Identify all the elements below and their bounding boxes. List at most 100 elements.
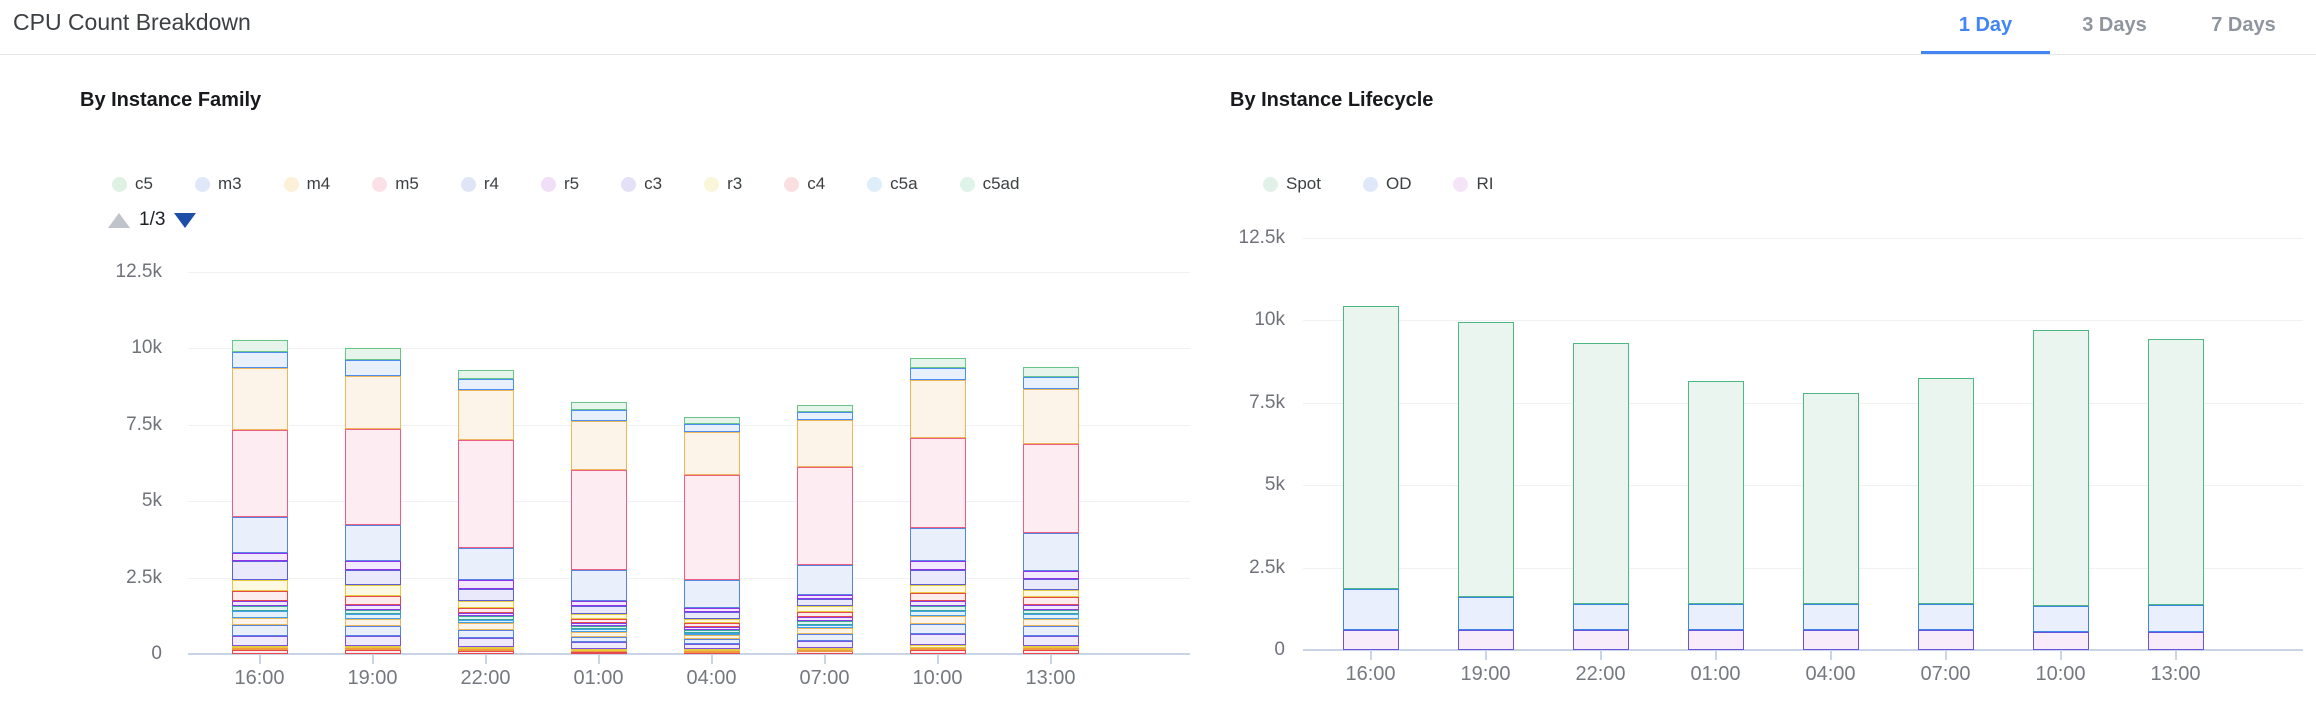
bar-segment-seg-10[interactable] (796, 612, 853, 618)
bar-segment-seg-08[interactable] (344, 609, 401, 615)
bar-segment-seg-15[interactable] (909, 438, 966, 529)
bar-segment-seg-01[interactable] (909, 650, 966, 654)
bar-segment-OD[interactable] (1457, 597, 1514, 631)
bar-segment-seg-13[interactable] (796, 594, 853, 600)
legend-item-c5[interactable]: c5 (112, 174, 153, 194)
bar-segment-seg-12[interactable] (457, 588, 514, 602)
bar-segment-seg-17[interactable] (231, 352, 288, 368)
bar-segment-RI[interactable] (1802, 630, 1859, 650)
bar-segment-seg-04[interactable] (796, 640, 853, 649)
bar-segment-OD[interactable] (1687, 604, 1744, 631)
bar-segment-RI[interactable] (1687, 630, 1744, 650)
bar-segment-seg-06[interactable] (796, 628, 853, 634)
bar-segment-seg-13[interactable] (683, 608, 740, 612)
bar-segment-seg-06[interactable] (457, 623, 514, 630)
bar-segment-seg-18[interactable] (909, 358, 966, 369)
bar-segment-seg-08[interactable] (1022, 609, 1079, 615)
bar-segment-seg-12[interactable] (570, 605, 627, 615)
bar-segment-seg-01[interactable] (457, 650, 514, 654)
bar-segment-seg-02[interactable] (344, 648, 401, 651)
bar-segment-seg-17[interactable] (457, 379, 514, 390)
bar-segment-Spot[interactable] (2147, 338, 2204, 606)
bar-segment-seg-10[interactable] (570, 619, 627, 624)
bar-segment-seg-17[interactable] (1022, 377, 1079, 390)
bar-segment-seg-11[interactable] (909, 584, 966, 593)
bar-segment-seg-01[interactable] (231, 650, 288, 654)
bar-segment-seg-12[interactable] (344, 569, 401, 585)
bar-segment-seg-01[interactable] (1022, 650, 1079, 654)
bar-segment-seg-14[interactable] (1022, 532, 1079, 572)
bar-segment-seg-16[interactable] (457, 389, 514, 440)
bar-segment-seg-02[interactable] (570, 650, 627, 653)
bar-segment-seg-09[interactable] (909, 600, 966, 606)
bar-segment-seg-15[interactable] (231, 429, 288, 518)
bar-segment-seg-09[interactable] (231, 600, 288, 606)
bar-segment-seg-02[interactable] (1022, 648, 1079, 651)
bar-segment-Spot[interactable] (1917, 378, 1974, 605)
legend-item-c3[interactable]: c3 (621, 174, 662, 194)
bar-segment-seg-11[interactable] (683, 618, 740, 624)
bar-segment-seg-12[interactable] (1022, 579, 1079, 590)
legend-item-RI[interactable]: RI (1453, 174, 1493, 194)
legend-item-OD[interactable]: OD (1362, 174, 1411, 194)
bar-segment-seg-16[interactable] (796, 419, 853, 467)
bar-segment-seg-17[interactable] (909, 368, 966, 380)
bar-segment-RI[interactable] (1457, 630, 1514, 650)
bar-segment-seg-13[interactable] (909, 561, 966, 570)
bar-segment-seg-08[interactable] (457, 616, 514, 620)
bar-segment-seg-04[interactable] (570, 642, 627, 649)
bar-segment-seg-06[interactable] (909, 615, 966, 625)
bar-segment-seg-17[interactable] (796, 411, 853, 420)
bar-segment-seg-10[interactable] (231, 590, 288, 601)
bar-segment-seg-13[interactable] (1022, 571, 1079, 580)
bar-segment-seg-08[interactable] (231, 605, 288, 611)
bar-segment-seg-17[interactable] (683, 424, 740, 433)
bar-segment-seg-07[interactable] (231, 610, 288, 618)
bar-segment-seg-15[interactable] (457, 439, 514, 548)
bar-segment-seg-16[interactable] (909, 379, 966, 439)
bar-segment-seg-09[interactable] (796, 617, 853, 621)
legend-page-up-button[interactable] (108, 212, 130, 228)
bar-segment-RI[interactable] (1342, 630, 1399, 650)
bar-segment-seg-03[interactable] (1022, 646, 1079, 649)
bar-segment-seg-12[interactable] (909, 569, 966, 585)
legend-item-r5[interactable]: r5 (540, 174, 579, 194)
bar-segment-RI[interactable] (1917, 630, 1974, 650)
bar-segment-seg-09[interactable] (1022, 605, 1079, 610)
bar-segment-RI[interactable] (2147, 631, 2204, 650)
bar-segment-Spot[interactable] (1572, 343, 1629, 605)
bar-segment-seg-14[interactable] (796, 564, 853, 595)
legend-item-m5[interactable]: m5 (372, 174, 419, 194)
bar-segment-Spot[interactable] (2032, 330, 2089, 607)
bar-segment-seg-12[interactable] (796, 599, 853, 607)
bar-segment-seg-06[interactable] (231, 617, 288, 625)
bar-segment-seg-03[interactable] (570, 648, 627, 651)
bar-segment-seg-15[interactable] (1022, 444, 1079, 533)
bar-segment-seg-03[interactable] (909, 645, 966, 648)
tab-3-days[interactable]: 3 Days (2082, 14, 2147, 36)
bar-segment-seg-15[interactable] (796, 466, 853, 565)
bar-segment-seg-08[interactable] (909, 605, 966, 612)
bar-segment-seg-16[interactable] (570, 421, 627, 470)
bar-segment-seg-08[interactable] (683, 629, 740, 633)
bar-segment-seg-14[interactable] (570, 569, 627, 602)
bar-segment-seg-11[interactable] (796, 606, 853, 613)
bar-segment-seg-11[interactable] (344, 584, 401, 596)
legend-item-c5a[interactable]: c5a (867, 174, 918, 194)
legend-item-r3[interactable]: r3 (704, 174, 742, 194)
bar-segment-seg-04[interactable] (1022, 636, 1079, 647)
bar-segment-seg-04[interactable] (683, 643, 740, 650)
bar-segment-seg-18[interactable] (457, 369, 514, 380)
bar-segment-seg-11[interactable] (570, 614, 627, 620)
bar-segment-seg-08[interactable] (570, 626, 627, 630)
bar-segment-OD[interactable] (2032, 606, 2089, 632)
bar-segment-Spot[interactable] (1342, 305, 1399, 590)
bar-segment-seg-05[interactable] (796, 633, 853, 641)
bar-segment-seg-03[interactable] (457, 646, 514, 649)
bar-segment-seg-16[interactable] (1022, 389, 1079, 445)
bar-segment-seg-15[interactable] (570, 469, 627, 570)
bar-segment-seg-07[interactable] (796, 624, 853, 629)
bar-segment-seg-02[interactable] (231, 648, 288, 651)
bar-segment-seg-07[interactable] (570, 629, 627, 632)
bar-segment-seg-17[interactable] (344, 360, 401, 376)
